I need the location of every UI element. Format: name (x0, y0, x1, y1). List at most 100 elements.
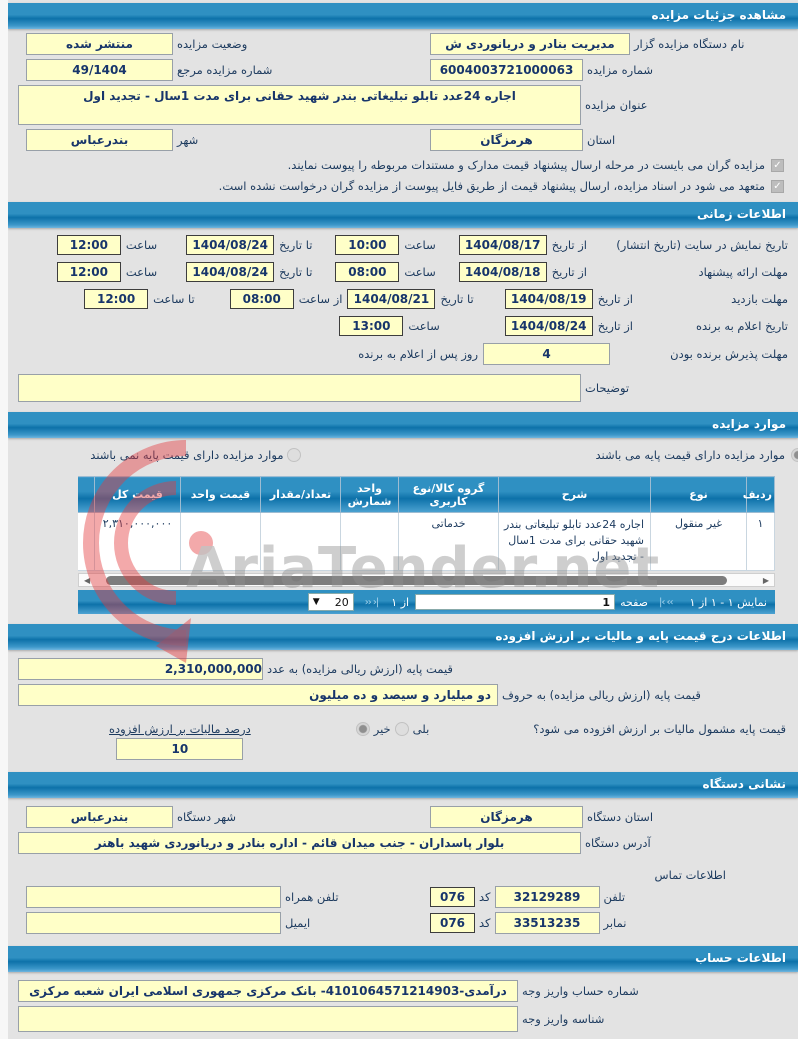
fax-field[interactable]: 33513235 (494, 912, 600, 934)
from-hour-label: از ساعت (298, 292, 343, 306)
visit-to-date[interactable]: 1404/08/21 (347, 289, 436, 309)
visit-label: مهلت بازدید (731, 292, 788, 306)
to-date-label: تا تاریخ (440, 292, 474, 306)
hour-label: ساعت (125, 238, 158, 252)
publish-to-hour[interactable]: 12:00 (56, 235, 121, 255)
cell-desc: اجاره 24عدد تابلو تبلیغاتی بندر شهید حقا… (498, 512, 651, 571)
phone-field[interactable]: 32129289 (494, 886, 600, 908)
device-province-field[interactable]: هرمزگان (430, 806, 583, 828)
col-unit-price: قیمت واحد (180, 476, 261, 513)
title-field[interactable]: اجاره 24عدد تابلو تبلیغاتی بندر شهید حقا… (18, 85, 581, 125)
prev-page-icons[interactable]: |‹ ‹‹ (364, 596, 380, 608)
mobile-field[interactable] (26, 886, 281, 908)
col-desc: شرح (498, 476, 651, 513)
city-field[interactable]: بندرعباس (26, 129, 173, 151)
page-size-select[interactable]: 20 ▼ (307, 593, 354, 611)
vat-yes-radio[interactable] (394, 722, 409, 736)
page-number-input[interactable]: 1 (415, 594, 616, 610)
offer-from-hour[interactable]: 08:00 (335, 262, 400, 282)
device-city-field[interactable]: بندرعباس (26, 806, 173, 828)
base-price-words-field[interactable]: دو میلیارد و سیصد و ده میلیون (18, 684, 498, 706)
phone-label: تلفن (603, 890, 626, 904)
scrollbar-track[interactable] (92, 575, 761, 585)
vat-no-radio[interactable] (355, 722, 370, 736)
note-text: متعهد می شود در اسناد مزایده، ارسال پیشن… (218, 179, 765, 193)
offer-to-date[interactable]: 1404/08/24 (186, 262, 275, 282)
row-fax-email: نمابر 33513235 کد 076 ایمیل (8, 912, 798, 934)
base-price-radio-group: موارد مزایده دارای قیمت پایه می باشند مو… (8, 448, 798, 462)
phone-code-field[interactable]: 076 (430, 887, 475, 907)
accept-days-field[interactable]: 4 (483, 343, 610, 365)
scroll-left-icon[interactable]: ◀ (84, 575, 91, 585)
page-label: صفحه (620, 595, 648, 609)
vat-percent-group: درصد مالیات بر ارزش افزوده 10 (109, 722, 251, 760)
radio-has-base-price[interactable] (791, 448, 798, 462)
radio-no-base-label: موارد مزایده دارای قیمت پایه نمی باشند (90, 448, 284, 462)
row-device-address: آدرس دستگاه بلوار پاسداران - جنب میدان ق… (8, 832, 798, 854)
cell-unit (340, 512, 399, 571)
note-attachments: ✓ مزایده گران می بایست در مرحله ارسال پی… (8, 158, 798, 172)
province-label: استان (587, 133, 616, 147)
hour-label: ساعت (125, 265, 158, 279)
publish-from-date[interactable]: 1404/08/17 (458, 235, 547, 255)
table-horizontal-scrollbar[interactable]: ◀ ▶ (78, 573, 775, 587)
visit-from-hour[interactable]: 08:00 (229, 289, 294, 309)
email-field[interactable] (26, 912, 281, 934)
number-field[interactable]: 6004003721000063 (430, 59, 583, 81)
winner-label: تاریخ اعلام به برنده (695, 319, 788, 333)
radio-has-base-label: موارد مزایده دارای قیمت پایه می باشند (595, 448, 785, 462)
row-description: توضیحات (8, 374, 798, 402)
visit-to-hour[interactable]: 12:00 (84, 289, 149, 309)
col-type: نوع (650, 476, 747, 513)
visit-from-date[interactable]: 1404/08/19 (504, 289, 593, 309)
items-table: ردیف نوع شرح گروه کالا/نوع کاربری واحد ش… (78, 476, 775, 571)
row-offer-dates: مهلت ارائه پیشنهاد از تاریخ 1404/08/18 س… (8, 262, 798, 282)
province-field[interactable]: هرمزگان (430, 129, 583, 151)
ref-field[interactable]: 49/1404 (26, 59, 173, 81)
account-number-field[interactable]: درآمدی-4101064571214903- بانک مرکزی جمهو… (18, 980, 518, 1002)
checked-checkbox-icon[interactable]: ✓ (771, 158, 784, 172)
contact-info-title: اطلاعات تماس (654, 868, 726, 882)
row-deposit-id: شناسه واریز وجه (8, 1006, 798, 1032)
description-field[interactable] (18, 374, 581, 402)
page-of-label: از ۱ (391, 595, 410, 609)
deposit-id-field[interactable] (18, 1006, 518, 1032)
org-field[interactable]: مدیریت بنادر و دریانوردی ش (430, 33, 630, 55)
row-phone-mobile: تلفن 32129289 کد 076 تلفن همراه (8, 886, 798, 908)
row-device-province-city: استان دستگاه هرمزگان شهر دستگاه بندرعباس (8, 806, 798, 828)
cell-clipped (78, 512, 95, 571)
scrollbar-thumb[interactable] (105, 575, 728, 585)
status-field[interactable]: منتشر شده (26, 33, 173, 55)
publish-from-hour[interactable]: 10:00 (335, 235, 400, 255)
hour-label: ساعت (404, 238, 436, 252)
to-hour-label: تا ساعت (153, 292, 195, 306)
vat-percent-field[interactable]: 10 (116, 738, 244, 760)
vat-percent-label: درصد مالیات بر ارزش افزوده (109, 722, 251, 736)
device-address-field[interactable]: بلوار پاسداران - جنب میدان قائم - اداره … (18, 832, 581, 854)
row-accept-deadline: مهلت پذیرش برنده بودن 4 روز پس از اعلام … (8, 343, 798, 365)
device-address-label: آدرس دستگاه (585, 836, 651, 850)
table-row[interactable]: ۱ غیر منقول اجاره 24عدد تابلو تبلیغاتی ب… (78, 512, 775, 571)
row-winner-date: تاریخ اعلام به برنده از تاریخ 1404/08/24… (8, 316, 798, 336)
col-qty: تعداد/مقدار (260, 476, 341, 513)
description-label: توضیحات (585, 381, 630, 395)
vat-question-label: قیمت پایه مشمول مالیات بر ارزش افزوده می… (533, 722, 786, 736)
winner-date[interactable]: 1404/08/24 (504, 316, 593, 336)
cell-index: ۱ (746, 512, 775, 571)
winner-hour[interactable]: 13:00 (339, 316, 404, 336)
row-number-ref: شماره مزایده 6004003721000063 شماره مزای… (8, 59, 798, 81)
publish-to-date[interactable]: 1404/08/24 (186, 235, 275, 255)
scroll-right-icon[interactable]: ▶ (762, 575, 769, 585)
base-price-number-field[interactable]: 2,310,000,000 (18, 658, 263, 680)
radio-no-base-price[interactable] (287, 448, 302, 462)
to-date-label: تا تاریخ (279, 238, 313, 252)
offer-to-hour[interactable]: 12:00 (56, 262, 121, 282)
col-unit: واحد شمارش (340, 476, 399, 513)
fax-code-field[interactable]: 076 (430, 913, 475, 933)
next-page-icons[interactable]: ›› ›| (658, 596, 674, 608)
email-label: ایمیل (285, 916, 311, 930)
items-header-row: ردیف نوع شرح گروه کالا/نوع کاربری واحد ش… (78, 476, 775, 513)
checked-checkbox-icon[interactable]: ✓ (771, 179, 784, 193)
row-publish-dates: تاریخ نمایش در سایت (تاریخ انتشار) از تا… (8, 235, 798, 255)
offer-from-date[interactable]: 1404/08/18 (458, 262, 547, 282)
